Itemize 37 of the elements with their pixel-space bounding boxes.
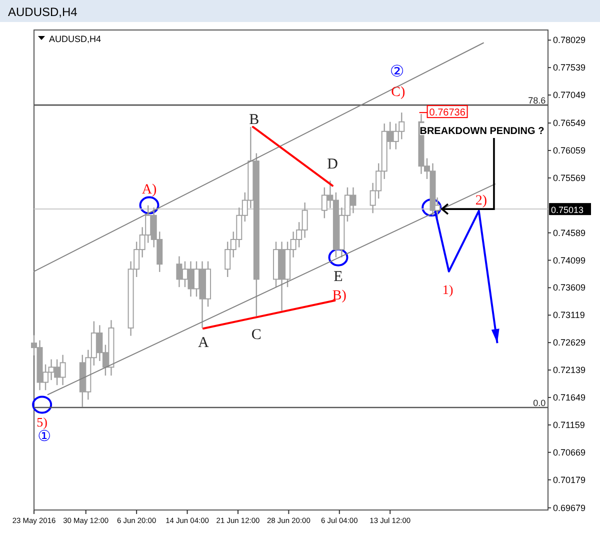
annotation: B [249,112,260,128]
annotation: 1) [442,282,454,297]
annotation: C [251,327,262,344]
annotation: BREAKDOWN PENDING ? [420,126,544,138]
annotation: A [198,334,209,351]
annotation: 2) [475,194,488,209]
annotation: 5) [36,414,48,430]
y-tick-label: 0.69679 [553,502,586,513]
y-tick-label: 0.70179 [553,474,586,485]
annotation: ① [38,427,52,446]
y-tick-label: 0.75569 [553,172,586,183]
annotation: 0.76736 [429,108,466,119]
annotation: C) [391,85,406,100]
y-tick-label: 0.71649 [553,392,586,402]
y-tick-label: 0.71159 [553,420,585,430]
y-tick-label: 0.77539 [553,62,586,73]
annotation: 0.0 [533,398,546,408]
annotation: D [327,156,338,173]
annotation: ② [390,61,404,80]
annotation: E [334,268,343,285]
annotation: A) [142,182,157,198]
y-tick-label: 0.74099 [553,255,586,266]
y-tick-label: 0.72629 [553,338,586,348]
y-tick-label: 0.72139 [553,365,586,376]
y-tick-label: 0.73119 [553,310,585,320]
annotation: B) [332,288,347,304]
text: AUDUSD,H4 [49,34,102,44]
y-tick-label: 0.76059 [553,145,586,156]
y-tick-label: 0.70669 [553,447,586,458]
annotation: 78.6 [528,95,546,106]
y-tick-label: 0.73609 [553,282,586,293]
ref-line-label: 0.75013 [551,205,584,216]
y-tick-label: 0.78029 [553,35,586,46]
chart-title: AUDUSD,H4 [8,5,78,19]
y-tick-label: 0.74589 [553,228,586,238]
y-tick-label: 0.77049 [553,90,586,100]
y-tick-label: 0.76549 [553,118,586,128]
